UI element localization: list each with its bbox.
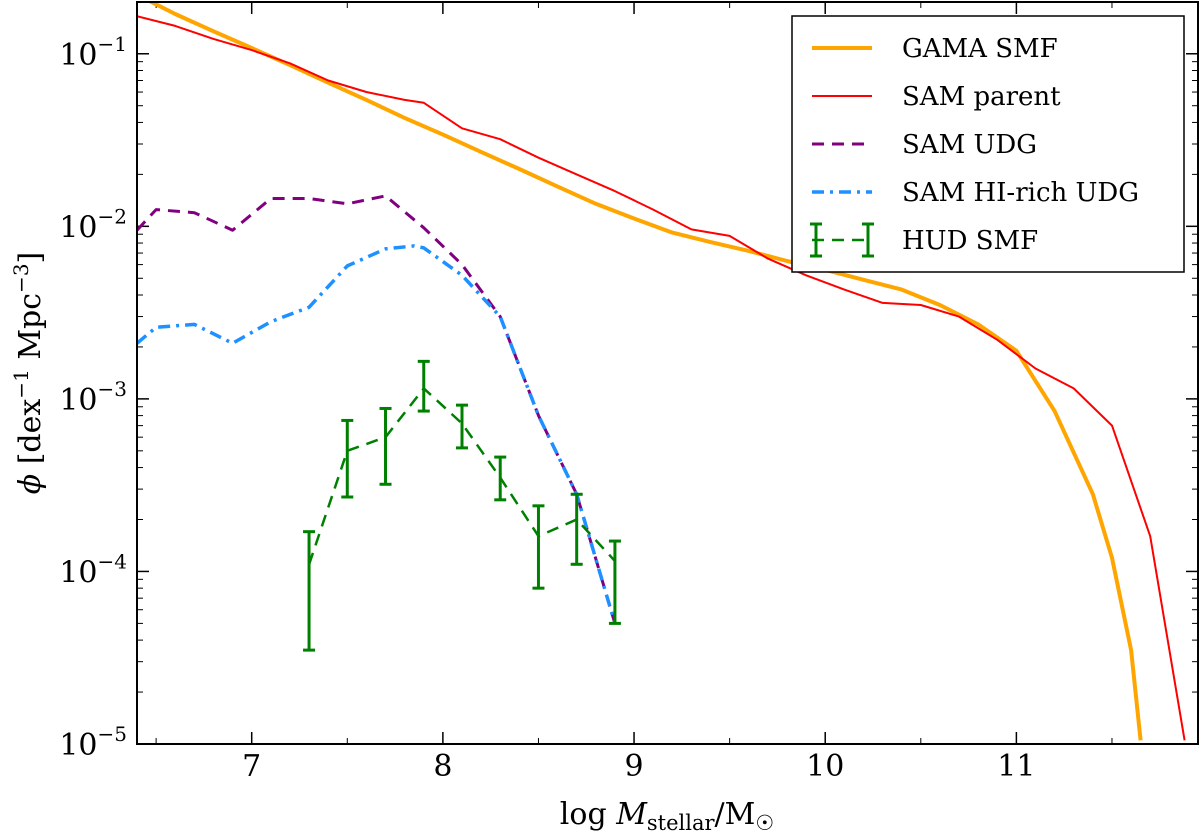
y-tick-base: 10 — [59, 38, 97, 73]
legend-entry: SAM parent — [812, 82, 1061, 112]
legend: GAMA SMF SAM parent SAM UDG SAM HI-rich UDG… — [791, 15, 1185, 273]
series-line-sam-hi-rich-udg — [137, 244, 617, 624]
x-tick-label: 10 — [806, 749, 844, 784]
error-bar — [532, 504, 545, 590]
legend-entry: SAM HI-rich UDG — [812, 178, 1139, 208]
y-tick-exponent: −5 — [98, 722, 127, 746]
error-bar — [494, 455, 507, 502]
legend-label: GAMA SMF — [902, 34, 1058, 64]
x-tick-label: 8 — [433, 749, 452, 784]
plot-frame — [136, 1, 1199, 745]
error-bar — [455, 403, 468, 450]
legend-entry: SAM UDG — [812, 130, 1037, 160]
y-tick-base: 10 — [59, 728, 97, 763]
error-bar — [608, 539, 621, 625]
legend-label: SAM UDG — [902, 130, 1037, 160]
x-tick-label: 9 — [624, 749, 643, 784]
y-tick-exponent: −3 — [98, 377, 127, 401]
series-line-gama-smf — [147, 2, 1143, 741]
y-tick-label: 10−2 — [59, 204, 127, 245]
error-bar — [303, 530, 316, 652]
y-tick-label: 10−3 — [59, 377, 127, 418]
y-tick-label: 10−1 — [59, 32, 127, 73]
y-tick-label: 10−4 — [59, 549, 127, 590]
legend-label: SAM HI-rich UDG — [902, 178, 1139, 208]
x-tick-label: 11 — [997, 749, 1035, 784]
legend-entry: HUD SMF — [810, 222, 1038, 258]
y-tick-exponent: −1 — [98, 32, 127, 56]
y-tick-exponent: −4 — [98, 549, 127, 573]
error-bar — [379, 406, 392, 486]
svg-text:ϕ [dex−1 Mpc−3]: ϕ [dex−1 Mpc−3] — [9, 252, 48, 495]
error-bar — [570, 492, 583, 566]
y-tick-label: 10−5 — [59, 722, 127, 763]
series-layer — [137, 2, 1186, 741]
error-bar — [341, 418, 354, 499]
y-tick-base: 10 — [59, 210, 97, 245]
y-tick-base: 10 — [59, 383, 97, 418]
y-tick-base: 10 — [59, 555, 97, 590]
legend-entry: GAMA SMF — [812, 34, 1058, 64]
x-tick-label: 7 — [242, 749, 261, 784]
legend-label: HUD SMF — [902, 226, 1038, 256]
legend-label: SAM parent — [902, 82, 1061, 112]
series-line-sam-parent — [137, 15, 1186, 741]
y-axis-label: ϕ [dex−1 Mpc−3] — [9, 252, 48, 495]
y-tick-exponent: −2 — [98, 204, 127, 228]
error-bar — [417, 359, 430, 413]
